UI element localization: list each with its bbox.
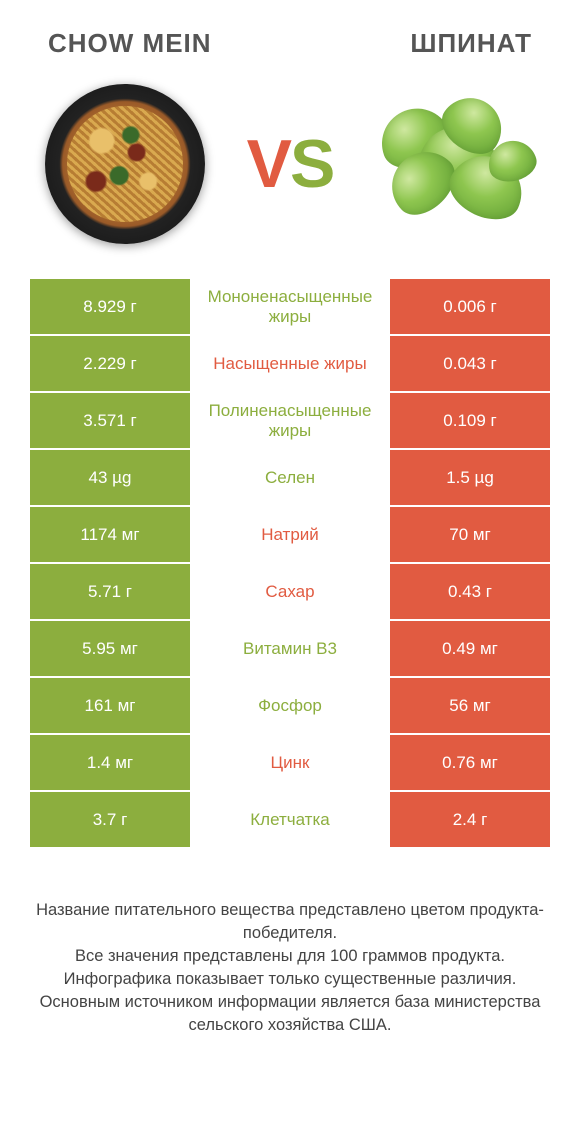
nutrient-label: Фосфор <box>190 678 390 733</box>
right-value: 0.109 г <box>390 393 550 448</box>
left-food-title: CHOW MEIN <box>48 28 212 59</box>
table-row: 1.4 мгЦинк0.76 мг <box>30 735 550 790</box>
table-row: 1174 мгНатрий70 мг <box>30 507 550 562</box>
right-value: 0.043 г <box>390 336 550 391</box>
hero-row: VS <box>0 69 580 279</box>
right-value: 0.76 мг <box>390 735 550 790</box>
nutrient-label: Селен <box>190 450 390 505</box>
nutrient-label: Натрий <box>190 507 390 562</box>
spinach-image <box>370 79 540 249</box>
header: CHOW MEIN ШПИНАТ <box>0 0 580 69</box>
table-row: 161 мгФосфор56 мг <box>30 678 550 733</box>
table-row: 2.229 гНасыщенные жиры0.043 г <box>30 336 550 391</box>
left-value: 5.71 г <box>30 564 190 619</box>
vs-s: S <box>290 126 333 202</box>
right-value: 0.006 г <box>390 279 550 334</box>
nutrient-label: Сахар <box>190 564 390 619</box>
table-row: 5.71 гСахар0.43 г <box>30 564 550 619</box>
nutrient-label: Мононенасыщенные жиры <box>190 279 390 334</box>
footer-notes: Название питательного вещества представл… <box>0 849 580 1038</box>
vs-label: VS <box>247 125 334 203</box>
right-value: 0.49 мг <box>390 621 550 676</box>
left-value: 161 мг <box>30 678 190 733</box>
right-value: 1.5 µg <box>390 450 550 505</box>
right-value: 0.43 г <box>390 564 550 619</box>
left-value: 3.571 г <box>30 393 190 448</box>
right-value: 2.4 г <box>390 792 550 847</box>
left-value: 1.4 мг <box>30 735 190 790</box>
table-row: 5.95 мгВитамин B30.49 мг <box>30 621 550 676</box>
comparison-table: 8.929 гМононенасыщенные жиры0.006 г2.229… <box>30 279 550 847</box>
table-row: 3.571 гПолиненасыщенные жиры0.109 г <box>30 393 550 448</box>
right-value: 56 мг <box>390 678 550 733</box>
nutrient-label: Цинк <box>190 735 390 790</box>
left-value: 1174 мг <box>30 507 190 562</box>
vs-v: V <box>247 126 290 202</box>
table-row: 8.929 гМононенасыщенные жиры0.006 г <box>30 279 550 334</box>
left-value: 2.229 г <box>30 336 190 391</box>
nutrient-label: Полиненасыщенные жиры <box>190 393 390 448</box>
left-value: 8.929 г <box>30 279 190 334</box>
left-value: 5.95 мг <box>30 621 190 676</box>
nutrient-label: Насыщенные жиры <box>190 336 390 391</box>
footer-line: Название питательного вещества представл… <box>34 899 546 945</box>
right-value: 70 мг <box>390 507 550 562</box>
table-row: 3.7 гКлетчатка2.4 г <box>30 792 550 847</box>
footer-line: Все значения представлены для 100 граммо… <box>34 945 546 968</box>
nutrient-label: Витамин B3 <box>190 621 390 676</box>
chow-mein-image <box>40 79 210 249</box>
nutrient-label: Клетчатка <box>190 792 390 847</box>
left-value: 3.7 г <box>30 792 190 847</box>
right-food-title: ШПИНАТ <box>410 28 532 59</box>
table-row: 43 µgСелен1.5 µg <box>30 450 550 505</box>
footer-line: Инфографика показывает только существенн… <box>34 968 546 991</box>
footer-line: Основным источником информации является … <box>34 991 546 1037</box>
left-value: 43 µg <box>30 450 190 505</box>
